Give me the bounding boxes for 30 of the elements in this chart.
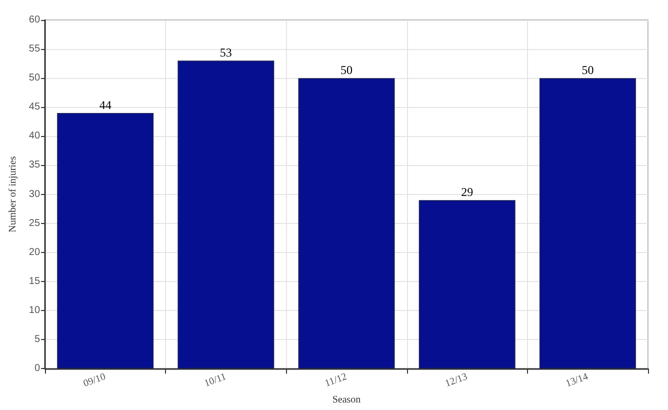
x-tick-label: 12/13 — [444, 371, 469, 390]
bar — [298, 78, 395, 369]
x-tick-label: 11/12 — [324, 371, 348, 390]
y-tick-label: 35 — [28, 160, 40, 171]
bar — [418, 200, 516, 369]
y-tick-label: 0 — [34, 363, 40, 374]
y-tick-label: 25 — [28, 218, 40, 229]
y-tick-label: 15 — [28, 276, 40, 287]
y-tick-label: 55 — [28, 44, 40, 55]
data-label: 50 — [582, 63, 594, 78]
y-tick-label: 30 — [28, 188, 40, 200]
y-tick-label: 10 — [28, 304, 40, 316]
data-label: 44 — [99, 98, 112, 112]
x-tick-label: 10/11 — [202, 371, 228, 390]
x-tick-label: 09/10 — [82, 371, 108, 390]
y-tick-label: 50 — [28, 72, 40, 84]
x-axis-title: Season — [332, 394, 361, 406]
y-tick-label: 20 — [28, 246, 40, 258]
data-label: 50 — [340, 63, 353, 78]
y-axis-title: Number of injuries — [8, 156, 18, 232]
y-tick-label: 40 — [28, 130, 40, 142]
y-tick-label: 45 — [28, 102, 40, 113]
x-tick-label: 13/14 — [564, 371, 590, 390]
data-label: 29 — [461, 185, 474, 200]
data-label: 53 — [220, 46, 232, 60]
y-tick-label: 5 — [34, 334, 40, 346]
bar — [178, 60, 274, 369]
bar — [539, 78, 636, 369]
y-tick-label: 60 — [28, 14, 40, 26]
bar — [57, 112, 154, 369]
